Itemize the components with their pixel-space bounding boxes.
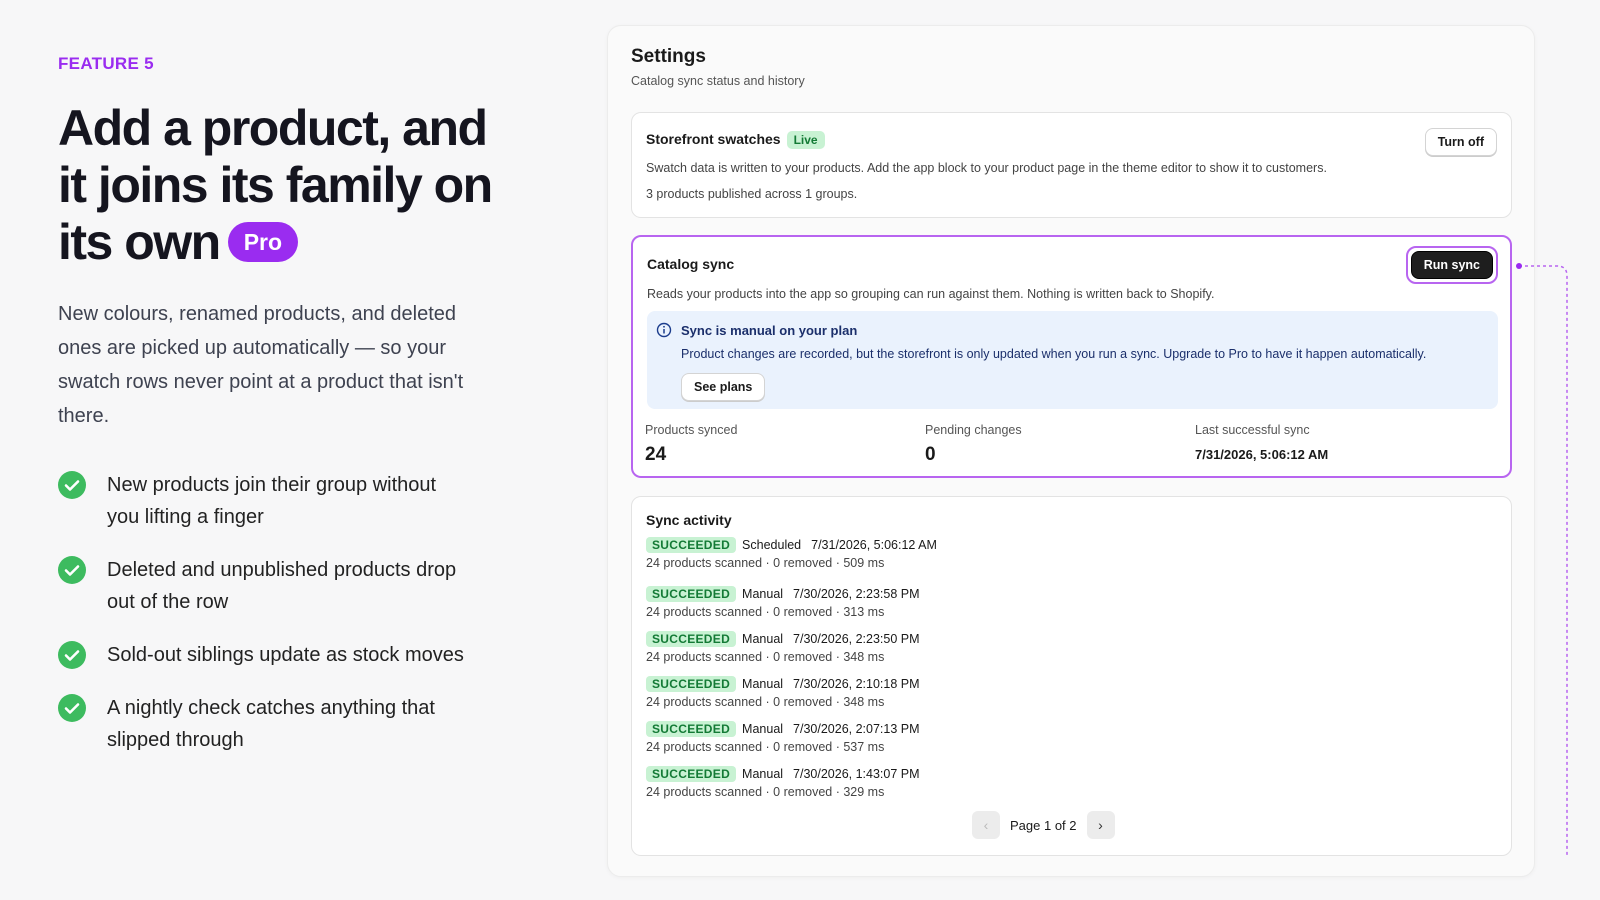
timestamp: 7/30/2026, 2:10:18 PM <box>793 677 920 691</box>
stat-label: Pending changes <box>925 423 1022 437</box>
stat: Pending changes 0 <box>925 423 1022 466</box>
settings-panel: Settings Catalog sync status and history… <box>607 25 1535 877</box>
entry-detail: 24 products scanned · 0 removed · 329 ms <box>646 785 885 799</box>
bullet-text: Sold-out siblings update as stock moves <box>107 644 464 666</box>
status-badge: SUCCEEDED <box>646 631 737 647</box>
card-description: Reads your products into the app so grou… <box>647 287 1215 301</box>
notice-text: Product changes are recorded, but the st… <box>681 347 1427 361</box>
check-icon <box>58 471 86 499</box>
bullet-text: A nightly check catches anything that sl… <box>107 697 435 751</box>
stat: Products synced 24 <box>645 423 737 466</box>
card-title: Sync activity <box>646 512 732 528</box>
entry-row: SUCCEEDED Manual 7/30/2026, 2:07:13 PM <box>646 721 920 737</box>
trigger: Manual <box>742 722 784 736</box>
bullet: New products join their group without yo… <box>58 469 467 533</box>
activity-entry: SUCCEEDED Manual 7/30/2026, 2:07:13 PM 24 p… <box>646 721 920 754</box>
stat-value: 0 <box>925 444 936 465</box>
stat-label: Last successful sync <box>1195 423 1310 437</box>
see-plans-button[interactable]: See plans <box>681 373 766 401</box>
next-page[interactable]: › <box>1086 811 1115 839</box>
panel-subtitle: Catalog sync status and history <box>631 74 805 88</box>
feature-copy: FEATURE 5 Add a product, and it joins it… <box>58 54 558 777</box>
headline: Add a product, and it joins its family o… <box>58 100 508 271</box>
card-header: Storefront swatches Live <box>646 131 825 149</box>
timestamp: 7/30/2026, 2:07:13 PM <box>793 722 920 736</box>
entry-row: SUCCEEDED Manual 7/30/2026, 2:23:58 PM <box>646 586 920 602</box>
storefront-card: Storefront swatches Live Turn off Swatch … <box>631 112 1512 218</box>
status-badge: SUCCEEDED <box>646 766 737 782</box>
entry-detail: 24 products scanned · 0 removed · 348 ms <box>646 650 885 664</box>
connector <box>1516 263 1568 855</box>
card-description: Swatch data is written to your products.… <box>646 161 1327 175</box>
bullet-list: New products join their group without yo… <box>58 469 558 756</box>
entry-row: SUCCEEDED Scheduled 7/31/2026, 5:06:12 AM <box>646 537 937 553</box>
card-title: Storefront swatches <box>646 131 781 147</box>
check-icon <box>58 556 86 584</box>
run-sync-highlight: Run sync <box>1405 246 1498 284</box>
card-summary: 3 products published across 1 groups. <box>646 187 858 201</box>
bullet: A nightly check catches anything that sl… <box>58 692 467 756</box>
timestamp: 7/31/2026, 5:06:12 AM <box>811 538 937 552</box>
entry-detail: 24 products scanned · 0 removed · 509 ms <box>646 556 885 570</box>
timestamp: 7/30/2026, 1:43:07 PM <box>793 767 920 781</box>
notice-title: Sync is manual on your plan <box>681 323 858 338</box>
status-badge: SUCCEEDED <box>646 676 737 692</box>
bullet-text: New products join their group without yo… <box>107 474 437 528</box>
eyebrow: FEATURE 5 <box>58 54 154 73</box>
entry-detail: 24 products scanned · 0 removed · 348 ms <box>646 695 885 709</box>
check-icon <box>58 641 86 669</box>
stat: Last successful sync 7/31/2026, 5:06:12 A… <box>1195 423 1328 462</box>
bullet: Sold-out siblings update as stock moves <box>58 639 467 671</box>
entry-detail: 24 products scanned · 0 removed · 313 ms <box>646 605 885 619</box>
trigger: Manual <box>742 767 784 781</box>
catalog-sync-card: Catalog sync Run sync Reads your product… <box>631 235 1512 478</box>
stat-value: 24 <box>645 444 667 465</box>
run-sync-button[interactable]: Run sync <box>1410 251 1493 279</box>
panel-title: Settings <box>631 46 706 67</box>
card-title: Catalog sync <box>647 256 735 272</box>
entry-row: SUCCEEDED Manual 7/30/2026, 1:43:07 PM <box>646 766 920 782</box>
trigger: Manual <box>742 587 784 601</box>
trigger: Scheduled <box>742 538 802 552</box>
status-badge: SUCCEEDED <box>646 721 737 737</box>
description: New colours, renamed products, and delet… <box>58 303 464 427</box>
activity-entry: SUCCEEDED Manual 7/30/2026, 2:10:18 PM 24 p… <box>646 676 920 709</box>
activity-entry: SUCCEEDED Manual 7/30/2026, 1:43:07 PM 24 p… <box>646 766 920 799</box>
activity-entry: SUCCEEDED Manual 7/30/2026, 2:23:58 PM 24 p… <box>646 586 920 619</box>
pagination: ‹ Page 1 of 2 › <box>972 811 1115 839</box>
headline-text: Add a product, and it joins its family o… <box>58 100 493 270</box>
trigger: Manual <box>742 632 784 646</box>
info-icon <box>656 322 672 338</box>
notice: Sync is manual on your plan Product chan… <box>647 311 1498 409</box>
entry-row: SUCCEEDED Manual 7/30/2026, 2:10:18 PM <box>646 676 920 692</box>
status-badge: SUCCEEDED <box>646 537 737 553</box>
activity-card: Sync activity ‹ Page 1 of 2 › SUCCEEDED S… <box>631 496 1512 856</box>
activity-entry: SUCCEEDED Manual 7/30/2026, 2:23:50 PM 24 p… <box>646 631 920 664</box>
stat-label: Products synced <box>645 423 738 437</box>
page-indicator: Page 1 of 2 <box>1010 817 1077 833</box>
bullet: Deleted and unpublished products drop ou… <box>58 554 467 618</box>
stat-value: 7/31/2026, 5:06:12 AM <box>1195 447 1329 462</box>
status-badge: SUCCEEDED <box>646 586 737 602</box>
entry-row: SUCCEEDED Manual 7/30/2026, 2:23:50 PM <box>646 631 920 647</box>
bullet-text: Deleted and unpublished products drop ou… <box>107 559 457 613</box>
entry-detail: 24 products scanned · 0 removed · 537 ms <box>646 740 885 754</box>
turn-off-button[interactable]: Turn off <box>1424 128 1497 156</box>
timestamp: 7/30/2026, 2:23:50 PM <box>793 632 920 646</box>
trigger: Manual <box>742 677 784 691</box>
status-badge: Live <box>786 131 825 149</box>
timestamp: 7/30/2026, 2:23:58 PM <box>793 587 920 601</box>
prev-page[interactable]: ‹ <box>972 811 1000 839</box>
check-icon <box>58 694 86 722</box>
pro-badge: Pro <box>227 221 299 262</box>
activity-entry: SUCCEEDED Scheduled 7/31/2026, 5:06:12 AM 2… <box>646 537 937 570</box>
